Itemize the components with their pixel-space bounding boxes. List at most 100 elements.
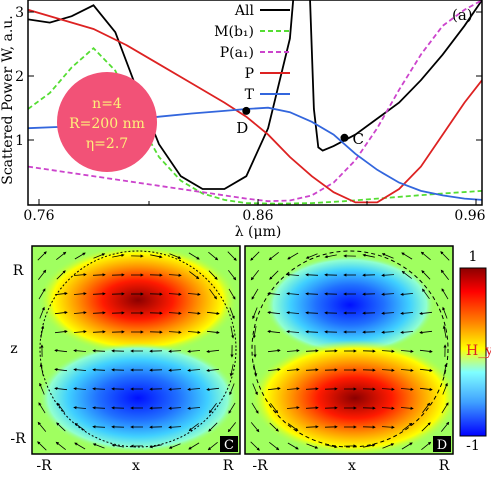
x-tick-label: -R <box>252 458 268 474</box>
field-arrow <box>381 387 395 391</box>
y-tick-label: 2 <box>15 69 24 85</box>
field-arrow <box>54 310 68 315</box>
field-arrow <box>92 330 106 334</box>
colorbar: 1 H_y -1 <box>459 249 491 454</box>
field-arrow <box>92 273 106 277</box>
field-arrow <box>270 403 279 414</box>
field-arrow <box>54 291 68 296</box>
y-tick-label: R <box>13 263 24 279</box>
markers: DC <box>236 106 364 148</box>
field-arrow <box>168 443 181 449</box>
field-arrow <box>187 368 201 372</box>
field-arrow <box>92 406 106 410</box>
field-arrow <box>401 442 413 450</box>
marker-point-d <box>242 106 251 115</box>
field-lobe-negative <box>38 343 238 453</box>
particle-disk <box>57 72 157 172</box>
field-arrow <box>441 402 449 414</box>
field-arrow <box>400 292 414 296</box>
field-arrow <box>92 425 106 429</box>
field-arrow <box>305 292 319 296</box>
legend-label-all: All <box>234 3 255 19</box>
field-arrow <box>252 307 258 320</box>
field-arrow <box>252 383 258 396</box>
field-arrow <box>189 271 200 280</box>
field-arrow <box>422 288 430 300</box>
field-arrow <box>229 383 235 396</box>
field-arrow <box>73 311 87 315</box>
field-arrow <box>73 387 87 391</box>
x-tick-label: R <box>223 458 234 474</box>
y-tick-label: 3 <box>15 5 24 21</box>
y-tick-label: 1 <box>15 133 24 149</box>
particle-badge: n=4 R=200 nm η=2.7 <box>57 72 157 172</box>
field-arrow <box>39 306 45 319</box>
field-arrow <box>169 253 182 259</box>
field-arrow <box>229 307 235 320</box>
marker-label-c: C <box>352 130 363 148</box>
field-arrow <box>187 311 201 315</box>
field-arrow <box>268 251 279 261</box>
particle-outline <box>251 250 449 448</box>
field-arrow <box>382 443 395 449</box>
field-arrow <box>253 364 258 377</box>
field-arrow <box>206 330 220 335</box>
field-arrow <box>168 292 182 296</box>
field-arrow <box>401 270 412 279</box>
field-arrow <box>286 273 300 277</box>
field-arrow <box>92 443 105 449</box>
field-arrow <box>287 252 299 260</box>
field-arrow <box>305 253 318 259</box>
field-arrow <box>37 441 47 451</box>
field-arrow <box>92 349 106 353</box>
field-arrow <box>269 441 280 451</box>
field-arrow <box>440 421 450 432</box>
field-arrow <box>267 329 281 334</box>
field-arrow <box>381 349 395 353</box>
field-arrow <box>208 270 218 280</box>
x-axis-label: x <box>348 458 356 474</box>
field-arrow <box>442 306 448 319</box>
field-arrow <box>305 311 319 315</box>
field-arrow <box>228 288 236 300</box>
field-arrow <box>267 386 281 391</box>
field-arrow <box>187 330 201 334</box>
field-arrow <box>227 422 237 433</box>
field-arrow <box>286 349 300 353</box>
field-arrow <box>227 270 237 281</box>
colorbar-title: H_y <box>466 343 491 359</box>
field-arrow <box>228 402 236 414</box>
x-tick-label: R <box>439 458 450 474</box>
field-arrow <box>56 422 66 432</box>
x-axis: 0.76 0.86 0.96 λ (μm) <box>23 199 486 240</box>
field-arrow <box>443 363 448 376</box>
field-arrow <box>267 348 281 353</box>
field-arrow <box>400 311 414 315</box>
field-arrow <box>55 441 66 451</box>
x-axis-label: x <box>132 458 140 474</box>
field-arrow <box>286 406 300 410</box>
field-arrow <box>362 253 375 258</box>
field-arrow <box>419 368 433 373</box>
field-arrow <box>305 273 319 277</box>
x-axis-label: λ (μm) <box>235 224 282 240</box>
field-map-c: C R z -R -R x R <box>10 245 241 474</box>
field-arrow <box>250 270 260 281</box>
field-arrow <box>381 368 395 372</box>
arrow-field <box>37 251 237 451</box>
field-arrow <box>73 292 87 296</box>
field-arrow <box>420 251 431 261</box>
field-arrow <box>381 330 395 334</box>
field-arrow <box>92 387 106 391</box>
field-arrow <box>73 349 87 353</box>
field-arrow <box>442 382 448 395</box>
field-arrow <box>419 349 433 354</box>
field-arrow <box>286 387 300 391</box>
field-arrow <box>168 425 182 429</box>
field-arrow <box>381 273 395 277</box>
field-arrow <box>56 402 65 413</box>
field-arrow <box>73 273 87 277</box>
arrow-field <box>250 251 450 451</box>
field-arrow <box>305 330 319 334</box>
x-tick-label: 0.96 <box>454 208 485 224</box>
